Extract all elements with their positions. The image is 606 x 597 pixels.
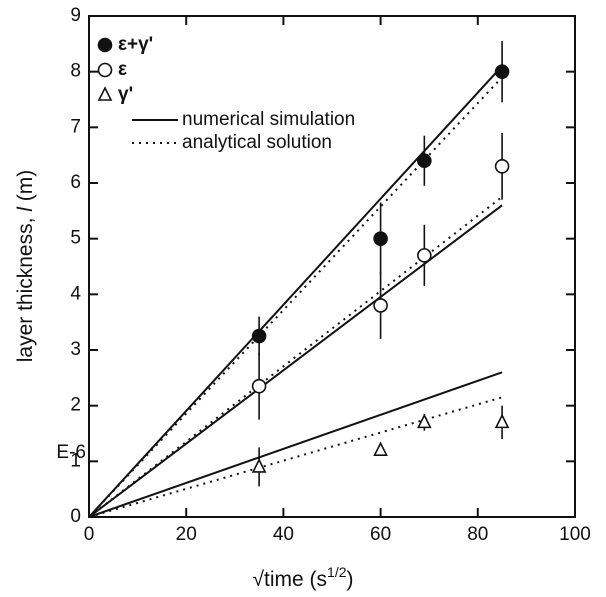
point [251,328,267,344]
point [494,64,510,79]
x-axis-label: √time (s1/2) [253,564,354,591]
y-tick-label: 7 [70,116,81,137]
y-tick-label: 9 [70,5,81,26]
y-label-main: layer thickness, [14,212,37,363]
y-tick-label: 6 [70,172,81,193]
y-tick-label: 1 [70,450,81,471]
y-axis-label: layer thickness, l (m) [14,170,37,363]
y-tick-label: 0 [70,506,81,527]
legend-marker [97,62,113,78]
model-line [88,196,503,518]
model-line [88,65,503,518]
point [417,153,432,169]
x-tick-label: 80 [467,524,488,545]
annotation: E-6 [56,442,86,463]
point [494,159,510,174]
x-label-sup: 1/2 [327,564,347,580]
legend-label: ε+γ' [118,34,153,55]
y-label-end: (m) [14,170,37,207]
model-line [88,371,503,518]
point [494,413,510,429]
y-tick-label: 8 [70,61,81,82]
plot-frame [88,15,576,518]
legend-marker [97,37,113,53]
point [251,378,267,394]
x-tick-label: 20 [176,524,197,545]
y-tick-label: 4 [70,283,81,304]
y-label-italic: l [14,206,37,212]
model-line [88,204,503,518]
x-tick-label: 60 [370,524,391,545]
y-tick-label: 3 [70,339,81,360]
legend-marker [97,86,113,101]
model-line [88,396,503,518]
point [417,413,432,429]
point [373,231,388,246]
x-tick-label: 40 [273,524,294,545]
x-tick-label: 0 [84,524,95,545]
legend-label: numerical simulation [182,109,355,130]
y-tick-label: 2 [70,395,81,416]
legend-label: γ' [118,84,133,105]
point [373,298,388,313]
point [373,441,388,456]
x-label-main: √time (s [253,568,328,591]
model-line [88,76,503,518]
point [417,248,432,263]
x-label-end: ) [347,568,354,591]
x-tick-label: 100 [559,524,591,545]
legend-label: analytical solution [182,132,332,153]
point [251,458,267,473]
legend-label: ε [118,59,127,80]
y-tick-label: 5 [70,228,81,249]
